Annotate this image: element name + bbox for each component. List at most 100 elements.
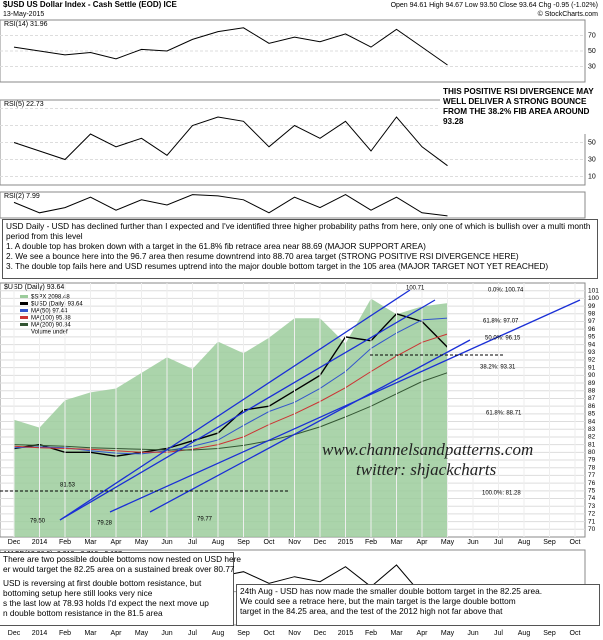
x-tick-label: Aug [212, 630, 225, 637]
annotation: 81.53 [60, 483, 76, 489]
line [13, 116, 448, 167]
annotation: 0.0%: 100.74 [488, 288, 524, 294]
x-tick-label: Apr [111, 630, 123, 637]
y-tick-label: 78 [588, 464, 596, 471]
y-tick-label: 70 [588, 32, 596, 39]
x-tick-label: Dec [314, 539, 327, 546]
note-line: 24th Aug - USD has now made the smaller … [240, 586, 543, 596]
x-tick-label: Mar [390, 630, 403, 637]
x-tick-label: May [135, 630, 149, 637]
y-tick-label: 97 [588, 318, 596, 325]
legend-label: MA(100) 95.38 [31, 316, 71, 322]
y-tick-label: 71 [588, 518, 596, 525]
watermark: twitter: shjackcharts [356, 460, 497, 479]
y-tick-label: 72 [588, 511, 596, 518]
y-tick-label: 101 [588, 287, 599, 294]
note-line: We could see a retrace here, but the mai… [240, 596, 516, 606]
note-line: er would target the 82.25 area on a sust… [3, 564, 235, 574]
x-tick-label: 2015 [338, 539, 354, 546]
y-tick-label: 81 [588, 441, 596, 448]
note-line: USD is reversing at first double bottom … [3, 578, 202, 588]
legend-swatch [20, 323, 28, 326]
x-tick-label: Apr [417, 630, 429, 637]
panel [0, 19, 586, 83]
line [13, 194, 448, 217]
legend-swatch [20, 309, 28, 312]
y-tick-label: 94 [588, 341, 596, 348]
x-tick-label: Mar [84, 630, 97, 637]
x-tick-label: Sep [543, 539, 556, 546]
y-tick-label: 82 [588, 434, 596, 441]
header-title: $USD US Dollar Index - Cash Settle (EOD)… [3, 0, 177, 9]
x-tick-label: Oct [570, 539, 581, 546]
x-tick-label: 2014 [32, 630, 48, 637]
line [13, 27, 448, 66]
y-tick-label: 88 [588, 387, 596, 394]
header-credit: © StockCharts.com [538, 10, 599, 18]
watermark: www.channelsandpatterns.com [322, 440, 534, 459]
x-tick-label: Jul [494, 630, 503, 637]
line [13, 372, 448, 451]
x-tick-label: 2014 [32, 539, 48, 546]
y-tick-label: 93 [588, 349, 596, 356]
y-tick-label: 87 [588, 395, 596, 402]
y-tick-label: 10 [588, 173, 596, 180]
trend-line [109, 299, 581, 513]
x-tick-label: May [135, 539, 149, 546]
y-tick-label: 100 [588, 295, 599, 302]
y-tick-label: 77 [588, 472, 596, 479]
x-tick-label: Dec [314, 630, 327, 637]
x-tick-label: Mar [84, 539, 97, 546]
note-box: There are two possible double bottoms no… [0, 552, 241, 626]
trend-line [59, 289, 411, 521]
x-tick-label: Sep [543, 630, 556, 637]
x-tick-label: Aug [212, 539, 225, 546]
panel-title: RSI(14) 31.96 [4, 21, 48, 28]
y-tick-label: 96 [588, 326, 596, 333]
y-tick-label: 50 [588, 139, 596, 146]
x-tick-label: Sep [237, 630, 250, 637]
commentary-point: 1. A double top has broken down with a t… [6, 241, 426, 251]
x-tick-label: Jun [467, 539, 478, 546]
note-line: bottoming setup here still looks very ni… [3, 588, 153, 598]
trend-line [59, 299, 436, 521]
legend-label: MA(50) 97.44 [31, 309, 68, 315]
y-tick-label: 95 [588, 334, 596, 341]
x-tick-label: Dec [8, 630, 21, 637]
commentary-intro: USD Daily - USD has declined further tha… [6, 221, 591, 241]
x-tick-label: Sep [237, 539, 250, 546]
y-tick-label: 85 [588, 411, 596, 418]
annotation: 50.0%: 96.15 [485, 336, 521, 342]
x-tick-label: Jun [161, 630, 172, 637]
annotation: 100.0%: 81.28 [482, 491, 521, 497]
note-line: There are two possible double bottoms no… [3, 554, 241, 564]
annotation: 79.50 [30, 519, 46, 525]
x-tick-label: Jul [188, 539, 197, 546]
y-tick-label: 98 [588, 311, 596, 318]
y-tick-label: 30 [588, 63, 596, 70]
note-line: target in the 84.25 area, and the test o… [240, 606, 503, 616]
panel [0, 191, 586, 219]
x-tick-label: Jun [467, 630, 478, 637]
commentary-point: 3. The double top fails here and USD res… [6, 261, 549, 271]
trend-line [149, 339, 471, 513]
header-quote: Open 94.61 High 94.67 Low 93.50 Close 93… [391, 2, 598, 9]
legend-swatch [20, 302, 28, 305]
y-tick-label: 86 [588, 403, 596, 410]
legend-label: Volume undef [31, 330, 68, 336]
x-tick-label: May [441, 539, 455, 546]
y-tick-label: 74 [588, 495, 596, 502]
annotation: 61.8%: 88.71 [486, 411, 522, 417]
y-tick-label: 80 [588, 449, 596, 456]
x-tick-label: 2015 [338, 630, 354, 637]
x-tick-label: May [441, 630, 455, 637]
area [14, 298, 448, 537]
note-line: n double bottom resistance in the 81.5 a… [3, 608, 163, 618]
y-tick-label: 76 [588, 480, 596, 487]
x-tick-label: Oct [570, 630, 581, 637]
y-tick-label: 90 [588, 372, 596, 379]
y-tick-label: 91 [588, 364, 596, 371]
x-tick-label: Aug [518, 630, 531, 637]
line [13, 333, 448, 453]
legend-label: $SPX 2098.48 [31, 295, 70, 301]
